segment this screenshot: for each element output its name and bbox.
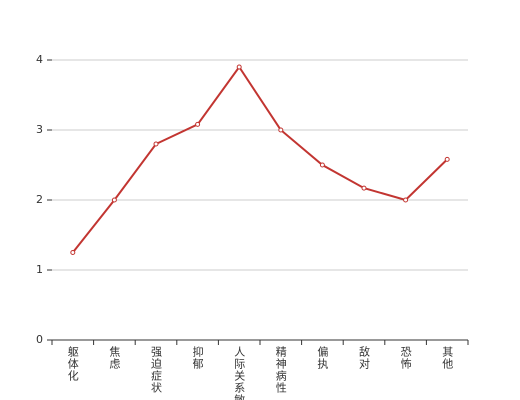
point <box>70 250 76 255</box>
point <box>236 64 242 70</box>
point <box>195 121 201 127</box>
x-tick-label: 其他 <box>441 346 454 370</box>
x-tick-label: 精神病性 <box>274 346 287 394</box>
x-tick-label: 躯体化 <box>66 346 79 382</box>
line <box>72 65 448 254</box>
point <box>403 197 409 203</box>
x-tick-label: 焦虑 <box>108 346 121 370</box>
point <box>319 162 325 168</box>
x-tick-label: 抑郁 <box>191 345 204 370</box>
y-tick-label: 1 <box>36 263 43 276</box>
point <box>153 141 159 147</box>
y-tick-label: 2 <box>36 193 43 206</box>
x-tick-label: 恐怖 <box>399 346 412 370</box>
y-tick-label: 3 <box>36 123 43 136</box>
y-tick-label: 4 <box>36 53 43 66</box>
x-tick-label: 敌对 <box>358 345 371 370</box>
point <box>278 127 284 133</box>
point <box>444 156 450 162</box>
x-tick-label: 偏执 <box>316 345 329 370</box>
point <box>111 197 117 203</box>
x-tick-label: 人际关系敏感 <box>233 346 246 400</box>
y-tick-label: 0 <box>36 333 43 346</box>
x-tick-label: 强迫症状 <box>150 346 163 394</box>
point <box>361 185 367 191</box>
